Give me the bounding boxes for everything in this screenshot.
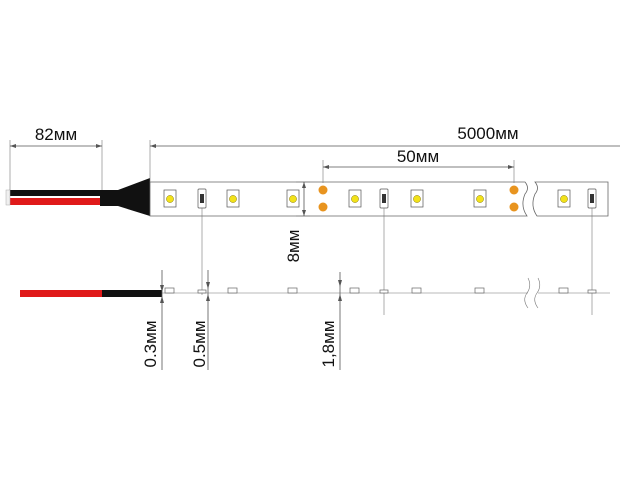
red-wire-side bbox=[20, 290, 102, 297]
resistor-side bbox=[587, 289, 597, 294]
resistor-side bbox=[197, 289, 207, 294]
top-wire-pair bbox=[5, 178, 150, 216]
solder-pad bbox=[318, 202, 328, 212]
label-wire-length: 82мм bbox=[35, 125, 77, 144]
led-side bbox=[558, 287, 569, 294]
solder-pads bbox=[318, 185, 519, 212]
black-wire-side bbox=[102, 290, 162, 297]
label-strip-length: 5000мм bbox=[457, 124, 518, 143]
resistors-top bbox=[197, 188, 597, 209]
dim-component-gap: 0.5мм bbox=[190, 270, 210, 370]
led-side bbox=[227, 287, 238, 294]
dim-pcb-thickness: 0.3мм bbox=[141, 270, 164, 370]
led-smd bbox=[163, 189, 177, 208]
dim-segment-length: 50мм bbox=[322, 147, 515, 183]
top-strip-body bbox=[149, 181, 609, 217]
leds-top bbox=[163, 189, 571, 208]
side-components bbox=[164, 287, 597, 294]
dim-strip-width: 8мм bbox=[284, 181, 310, 263]
led-smd bbox=[286, 189, 300, 208]
red-wire-top bbox=[10, 198, 102, 205]
label-led-height: 1,8мм bbox=[319, 320, 338, 367]
black-wire-top bbox=[10, 190, 102, 196]
led-smd bbox=[410, 189, 424, 208]
side-strip-body bbox=[162, 277, 610, 309]
white-wire-end bbox=[5, 189, 11, 206]
led-side bbox=[411, 287, 422, 294]
solder-pad bbox=[318, 185, 328, 195]
solder-pad bbox=[509, 202, 519, 212]
led-smd bbox=[348, 189, 362, 208]
led-side bbox=[287, 287, 298, 294]
resistor-smd bbox=[379, 188, 389, 209]
led-side bbox=[349, 287, 360, 294]
label-segment-length: 50мм bbox=[397, 147, 439, 166]
led-side bbox=[474, 287, 485, 294]
projection-lines bbox=[201, 208, 593, 315]
label-component-gap: 0.5мм bbox=[190, 320, 209, 367]
resistor-smd bbox=[587, 188, 597, 209]
led-side bbox=[164, 287, 175, 294]
solder-pad bbox=[509, 185, 519, 195]
led-smd bbox=[226, 189, 240, 208]
dim-led-height: 1,8мм bbox=[319, 272, 342, 370]
resistor-side bbox=[379, 289, 389, 294]
label-strip-width: 8мм bbox=[284, 230, 303, 263]
side-wire-pair bbox=[20, 290, 162, 297]
dim-wire-length: 82мм bbox=[9, 125, 103, 190]
led-smd bbox=[557, 189, 571, 208]
led-smd bbox=[473, 189, 487, 208]
connector-boot bbox=[100, 178, 150, 216]
dim-strip-length: 5000мм bbox=[149, 124, 620, 182]
resistor-smd bbox=[197, 188, 207, 209]
label-pcb-thickness: 0.3мм bbox=[141, 320, 160, 367]
